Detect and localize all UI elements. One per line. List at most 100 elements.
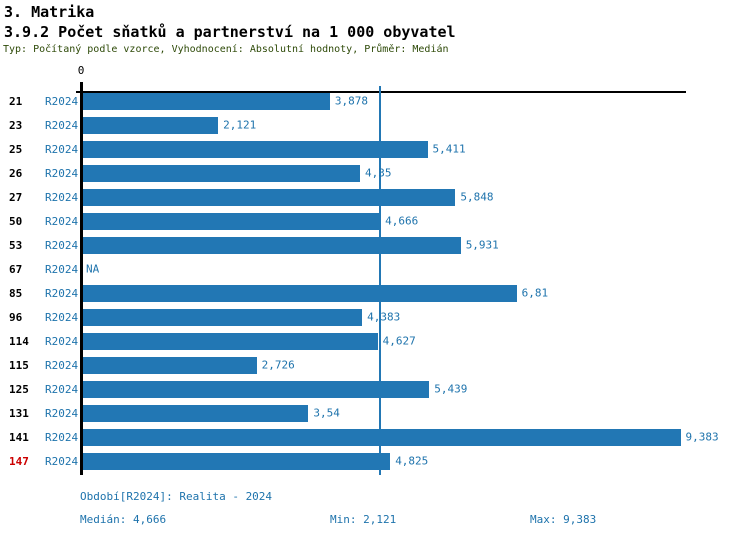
row-series-label: R2024 bbox=[45, 94, 79, 108]
max-stat: Max: 9,383 bbox=[530, 513, 597, 526]
bar-area: 2,726 bbox=[83, 353, 750, 377]
bar[interactable] bbox=[83, 308, 363, 326]
bar[interactable] bbox=[83, 116, 219, 134]
bar[interactable] bbox=[83, 92, 330, 110]
bar-area: 4,666 bbox=[83, 209, 750, 233]
chart-rows: 21 R2024 3,878 23 R2024 2,121 25 R2024 5,411 26 R2… bbox=[0, 89, 750, 473]
bar[interactable] bbox=[83, 236, 461, 254]
bar[interactable] bbox=[83, 452, 391, 470]
median-line bbox=[379, 86, 381, 475]
chart-row: 141 R2024 9,383 bbox=[0, 425, 750, 449]
bar-area: 4,825 bbox=[83, 449, 750, 473]
row-id-label: 67 bbox=[9, 262, 23, 276]
row-id-label: 27 bbox=[9, 190, 23, 204]
bar-area: 4,627 bbox=[83, 329, 750, 353]
bar[interactable] bbox=[83, 140, 428, 158]
chart-row: 96 R2024 4,383 bbox=[0, 305, 750, 329]
bar-area: 3,878 bbox=[83, 89, 750, 113]
row-series-label: R2024 bbox=[45, 334, 79, 348]
bar-area: NA bbox=[83, 257, 750, 281]
chart-row: 147 R2024 4,825 bbox=[0, 449, 750, 473]
bar-value-label: 5,411 bbox=[432, 142, 466, 156]
bar-area: 5,848 bbox=[83, 185, 750, 209]
bar-value-label: 4,825 bbox=[395, 454, 429, 468]
bar-area: 2,121 bbox=[83, 113, 750, 137]
bar[interactable] bbox=[83, 164, 360, 182]
row-series-label: R2024 bbox=[45, 190, 79, 204]
row-id-label: 53 bbox=[9, 238, 23, 252]
bar[interactable] bbox=[83, 356, 257, 374]
bar[interactable] bbox=[83, 188, 456, 206]
chart-row: 67 R2024 NA bbox=[0, 257, 750, 281]
chart-row: 26 R2024 4,35 bbox=[0, 161, 750, 185]
row-series-label: R2024 bbox=[45, 382, 79, 396]
row-series-label: R2024 bbox=[45, 358, 79, 372]
row-id-label: 85 bbox=[9, 286, 23, 300]
row-id-label: 114 bbox=[9, 334, 29, 348]
bar[interactable] bbox=[83, 428, 681, 446]
row-series-label: R2024 bbox=[45, 286, 79, 300]
bar-area: 4,35 bbox=[83, 161, 750, 185]
na-label: NA bbox=[86, 262, 100, 276]
section-title: 3. Matrika bbox=[4, 3, 95, 21]
row-series-label: R2024 bbox=[45, 262, 79, 276]
chart-row: 114 R2024 4,627 bbox=[0, 329, 750, 353]
bar-value-label: 3,54 bbox=[313, 406, 340, 420]
bar[interactable] bbox=[83, 332, 378, 350]
bar-value-label: 4,627 bbox=[382, 334, 416, 348]
bar[interactable] bbox=[83, 380, 430, 398]
axis-vertical-line bbox=[80, 82, 83, 475]
bar-area: 5,439 bbox=[83, 377, 750, 401]
row-id-label: 131 bbox=[9, 406, 29, 420]
chart-row: 85 R2024 6,81 bbox=[0, 281, 750, 305]
row-id-label: 115 bbox=[9, 358, 29, 372]
row-series-label: R2024 bbox=[45, 238, 79, 252]
row-series-label: R2024 bbox=[45, 430, 79, 444]
bar-value-label: 5,848 bbox=[460, 190, 494, 204]
chart-row: 115 R2024 2,726 bbox=[0, 353, 750, 377]
bar-area: 4,383 bbox=[83, 305, 750, 329]
bar-value-label: 9,383 bbox=[685, 430, 719, 444]
chart-row: 131 R2024 3,54 bbox=[0, 401, 750, 425]
bar-value-label: 4,383 bbox=[367, 310, 401, 324]
row-series-label: R2024 bbox=[45, 142, 79, 156]
row-id-label: 125 bbox=[9, 382, 29, 396]
bar-value-label: 2,121 bbox=[223, 118, 257, 132]
chart-row: 23 R2024 2,121 bbox=[0, 113, 750, 137]
row-id-label: 141 bbox=[9, 430, 29, 444]
bar-value-label: 5,439 bbox=[434, 382, 468, 396]
row-series-label: R2024 bbox=[45, 118, 79, 132]
bar-value-label: 3,878 bbox=[334, 94, 369, 108]
axis-top-line bbox=[76, 91, 686, 93]
chart-row: 25 R2024 5,411 bbox=[0, 137, 750, 161]
bar-area: 9,383 bbox=[83, 425, 750, 449]
row-series-label: R2024 bbox=[45, 406, 79, 420]
bar[interactable] bbox=[83, 284, 517, 302]
chart-title: 3.9.2 Počet sňatků a partnerství na 1 00… bbox=[4, 23, 456, 41]
bar-area: 6,81 bbox=[83, 281, 750, 305]
row-id-label: 96 bbox=[9, 310, 23, 324]
chart-row: 27 R2024 5,848 bbox=[0, 185, 750, 209]
row-id-label: 26 bbox=[9, 166, 23, 180]
bar[interactable] bbox=[83, 212, 381, 230]
bar-value-label: 2,726 bbox=[261, 358, 295, 372]
chart-row: 50 R2024 4,666 bbox=[0, 209, 750, 233]
row-id-label: 23 bbox=[9, 118, 23, 132]
row-id-label: 25 bbox=[9, 142, 23, 156]
bar-value-label: 4,666 bbox=[385, 214, 419, 228]
row-series-label: R2024 bbox=[45, 214, 79, 228]
row-id-label: 21 bbox=[9, 94, 23, 108]
chart-row: 125 R2024 5,439 bbox=[0, 377, 750, 401]
min-stat: Min: 2,121 bbox=[330, 513, 397, 526]
bar[interactable] bbox=[83, 404, 309, 422]
bar-area: 5,931 bbox=[83, 233, 750, 257]
row-series-label: R2024 bbox=[45, 310, 79, 324]
bar-area: 3,54 bbox=[83, 401, 750, 425]
period-label: Období[R2024]: Realita - 2024 bbox=[80, 490, 273, 503]
median-stat: Medián: 4,666 bbox=[80, 513, 167, 526]
row-id-label: 147 bbox=[9, 454, 29, 468]
row-series-label: R2024 bbox=[45, 454, 79, 468]
row-series-label: R2024 bbox=[45, 166, 79, 180]
bar-area: 5,411 bbox=[83, 137, 750, 161]
